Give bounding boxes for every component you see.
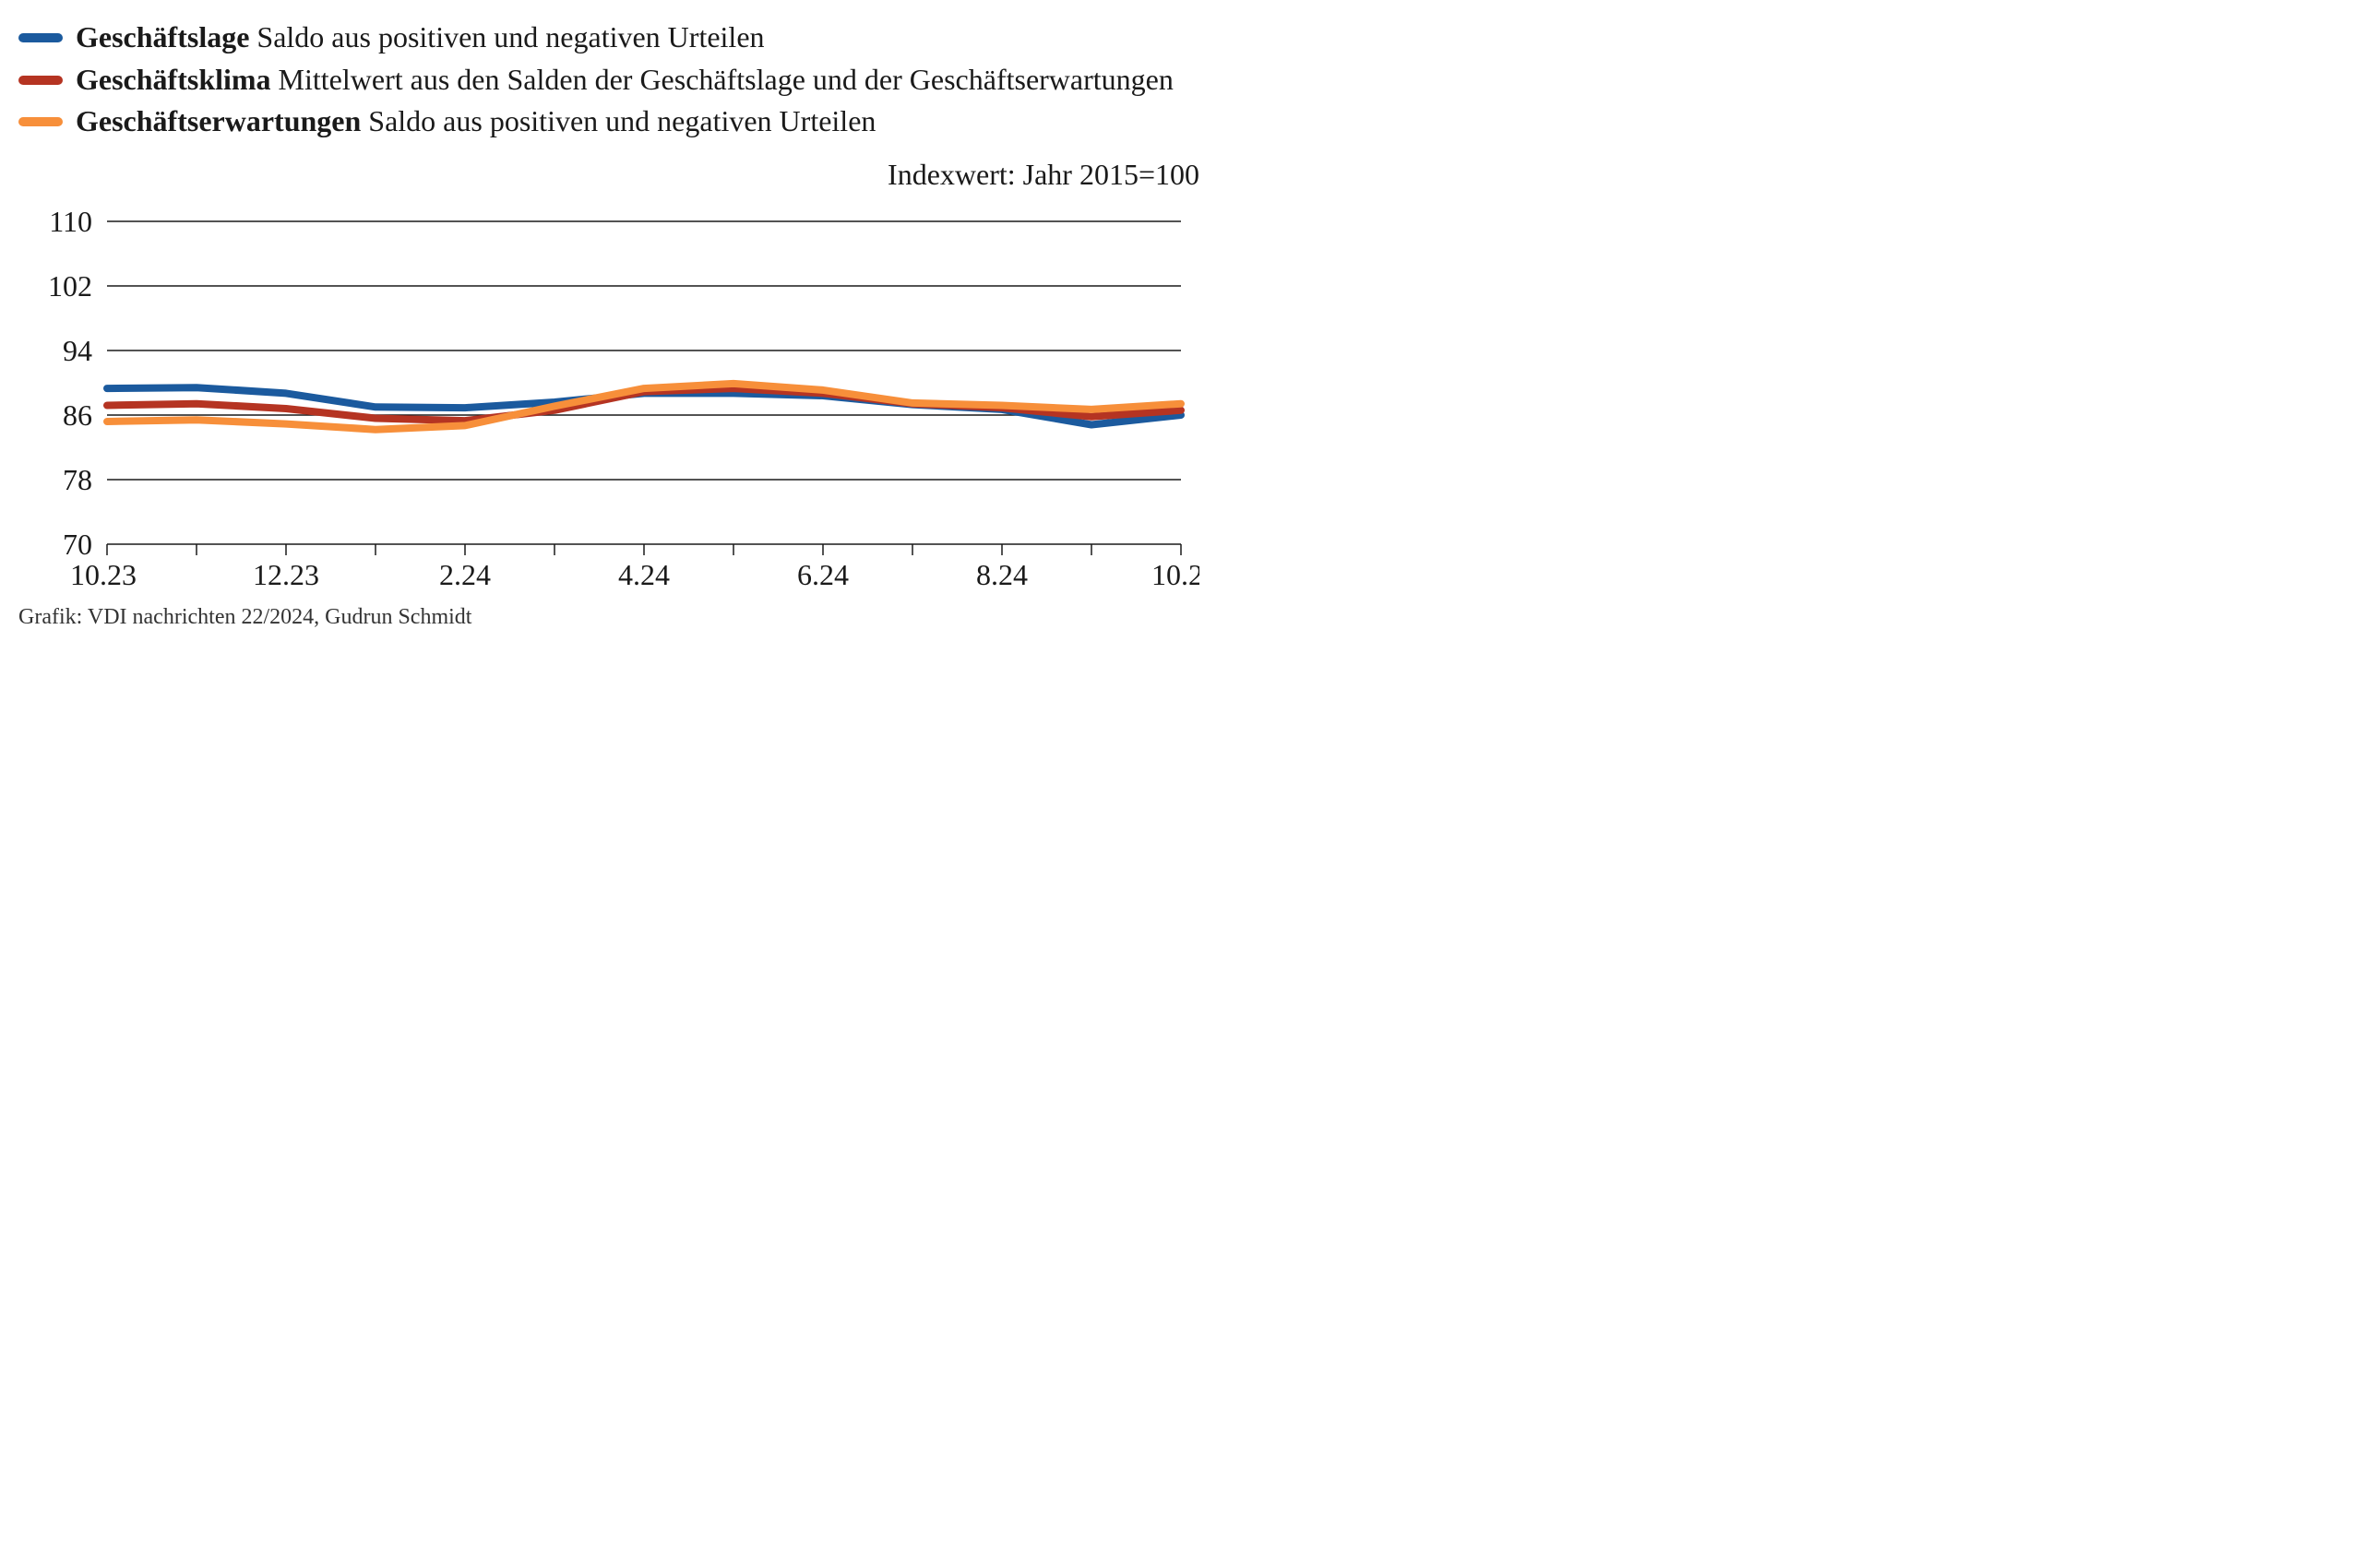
legend-rest: Mittelwert aus den Salden der Geschäftsl…: [271, 63, 1174, 96]
svg-text:94: 94: [63, 334, 92, 367]
chart-container: Geschäftslage Saldo aus positiven und ne…: [18, 18, 1199, 630]
legend: Geschäftslage Saldo aus positiven und ne…: [18, 18, 1199, 141]
plot-area: 70 78 86 94 102 110 10.23 12.23 2.24 4.24 6.24 8.24…: [18, 203, 1199, 600]
chart-credit: Grafik: VDI nachrichten 22/2024, Gudrun …: [18, 605, 1199, 630]
svg-text:86: 86: [63, 398, 92, 432]
legend-bold: Geschäftslage: [76, 20, 249, 53]
legend-text: Geschäftslage Saldo aus positiven und ne…: [76, 18, 1199, 57]
legend-rest: Saldo aus positiven und negativen Urteil…: [361, 104, 876, 137]
legend-swatch: [18, 117, 63, 126]
svg-text:8.24: 8.24: [976, 558, 1028, 591]
svg-text:102: 102: [48, 269, 92, 303]
legend-bold: Geschäftsklima: [76, 63, 271, 96]
legend-rest: Saldo aus positiven und negativen Urteil…: [249, 20, 764, 53]
svg-text:6.24: 6.24: [797, 558, 849, 591]
svg-text:70: 70: [63, 528, 92, 561]
legend-swatch: [18, 76, 63, 85]
svg-text:10.23: 10.23: [70, 558, 137, 591]
legend-bold: Geschäftserwartungen: [76, 104, 361, 137]
legend-item: Geschäftserwartungen Saldo aus positiven…: [18, 102, 1199, 141]
legend-text: Geschäftsklima Mittelwert aus den Salden…: [76, 61, 1199, 100]
line-chart: 70 78 86 94 102 110 10.23 12.23 2.24 4.24 6.24 8.24…: [18, 203, 1199, 600]
svg-text:10.24: 10.24: [1151, 558, 1199, 591]
legend-item: Geschäftslage Saldo aus positiven und ne…: [18, 18, 1199, 57]
svg-text:4.24: 4.24: [618, 558, 670, 591]
legend-item: Geschäftsklima Mittelwert aus den Salden…: [18, 61, 1199, 100]
chart-subtitle: Indexwert: Jahr 2015=100: [18, 158, 1199, 192]
svg-text:12.23: 12.23: [253, 558, 319, 591]
svg-text:2.24: 2.24: [439, 558, 491, 591]
svg-text:110: 110: [49, 205, 92, 238]
legend-text: Geschäftserwartungen Saldo aus positiven…: [76, 102, 1199, 141]
svg-text:78: 78: [63, 463, 92, 496]
legend-swatch: [18, 33, 63, 42]
